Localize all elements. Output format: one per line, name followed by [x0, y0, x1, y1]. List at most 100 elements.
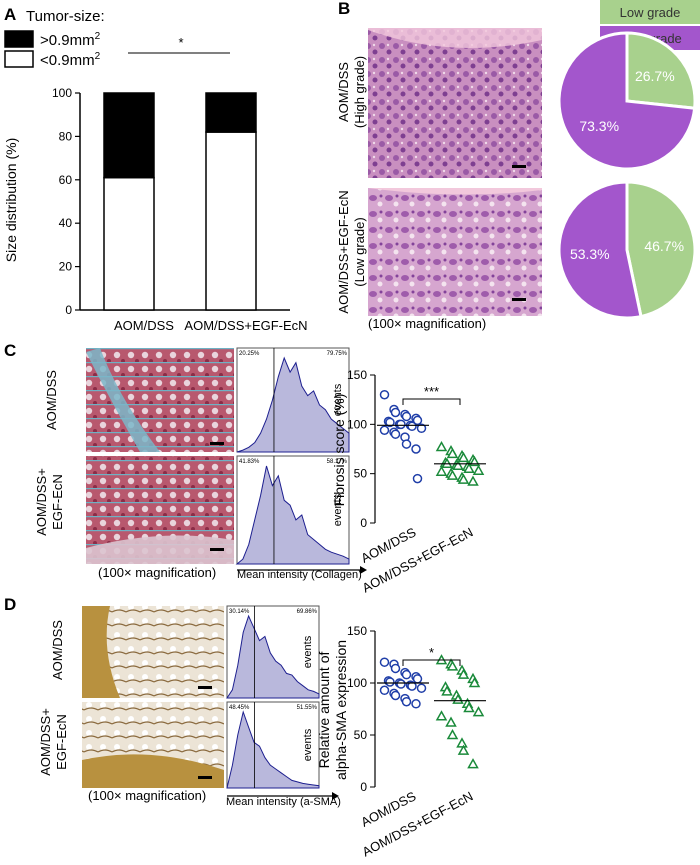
scatterC-ytick-label: 50: [354, 467, 368, 481]
histC-right-pct-1: 58.17%: [327, 459, 348, 465]
panel-b-scale-bar-1: [512, 165, 526, 168]
panel-c-hist-arrow-head: [360, 566, 367, 574]
panel-a-xtick-1: AOM/DSS+EGF-EcN: [184, 318, 307, 333]
scatterC-point: [452, 459, 464, 471]
scatterD-point: [412, 674, 423, 684]
histC-ylabel-1: events: [332, 493, 344, 526]
scatterC-point: [467, 475, 479, 486]
pie-1-label-1: 53.3%: [570, 246, 610, 262]
panel-a-ylabel: Size distribution (%): [3, 138, 19, 263]
scatterD-point: [411, 699, 421, 709]
scatterC-point: [390, 429, 401, 439]
legend-swatch-small: [4, 50, 34, 68]
scatterC-point: [457, 473, 470, 484]
panel-d-histograms: 30.14% 69.86% events 48.45% 51.55% events: [226, 605, 320, 789]
pie-0-slice-1: [557, 31, 697, 171]
scatterD-point: [472, 706, 485, 717]
panel-c-histology-aom: [86, 348, 234, 452]
scatterD-point: [446, 728, 459, 740]
panel-d-row2-label-line2: EGF-EcN: [54, 714, 69, 770]
panel-a-ytick-label: 80: [59, 129, 73, 143]
scatterD-significance-bracket: [402, 659, 461, 666]
panel-d-caption: (100× magnification): [88, 788, 206, 803]
scatterC-point: [379, 425, 390, 436]
scatterC-point: [435, 440, 448, 452]
scatterC-point: [412, 415, 423, 426]
scatterC-point: [472, 464, 485, 475]
pie-1-slice-1: [557, 180, 643, 320]
scatterD-point: [468, 676, 481, 688]
panel-a-letter: A: [4, 5, 16, 24]
panel-d-ylabel-line1: Relative amount of: [316, 652, 332, 769]
pie-1-slice-0: [625, 180, 697, 319]
scatterD-point: [401, 669, 412, 680]
scatterD-point: [456, 737, 468, 748]
panel-c-scatter: 050100150***AOM/DSSAOM/DSS+EGF-EcNFibros…: [331, 368, 486, 595]
panel-b-histology-low-grade: [368, 188, 542, 316]
scatterD-ytick-label: 150: [347, 624, 367, 638]
panel-d-scatter: 050100150*AOM/DSSAOM/DSS+EGF-EcNRelative…: [316, 624, 486, 859]
panel-d-hist-xlabel: Mean intensity (a-SMA): [226, 796, 341, 808]
histD-left-pct-1: 48.45%: [229, 705, 250, 711]
panel-c-row1-label: AOM/DSS: [44, 370, 59, 430]
scatterC-significance: ***: [424, 384, 439, 399]
panel-d-row1-label: AOM/DSS: [50, 620, 65, 680]
panel-a-ytick-label: 100: [52, 86, 72, 100]
histD-right-pct-0: 69.86%: [297, 609, 318, 615]
panel-a-ytick-label: 60: [59, 173, 73, 187]
panel-c-scale-bar-2: [210, 548, 224, 551]
panel-a-xtick-0: AOM/DSS: [114, 318, 174, 333]
scatterD-point: [457, 668, 470, 679]
histD-left-pct-0: 30.14%: [229, 609, 250, 615]
legend-label-large: >0.9mm2: [40, 31, 101, 49]
scatterC-point: [463, 462, 475, 473]
panel-b-tissue-edge: [368, 28, 542, 48]
histD-curve-1: [226, 710, 320, 789]
histD-ylabel-0: events: [302, 635, 314, 668]
panel-c-letter: C: [4, 341, 16, 360]
legend-low-grade: Low grade: [620, 5, 681, 20]
panel-b-histology-high-grade: [368, 28, 542, 178]
panel-d-hist-arrow-head: [332, 792, 339, 800]
panel-c-row2-label-line1: AOM/DSS+: [34, 468, 49, 536]
legend-swatch-large: [4, 30, 34, 48]
pie-0-label-0: 26.7%: [635, 68, 675, 84]
panel-c-ylabel: Fibrosis score (%): [331, 394, 347, 507]
panel-b-caption: (100× magnification): [368, 316, 486, 331]
panel-d-scale-bar-2: [198, 776, 212, 779]
scatterC-point: [401, 411, 412, 422]
panel-b-letter: B: [338, 0, 350, 18]
panel-d-muscle-band-2: [82, 754, 224, 788]
panel-a-legend-title: Tumor-size:: [26, 8, 105, 25]
histD-right-pct-1: 51.55%: [297, 705, 318, 711]
pie-0-label-1: 73.3%: [579, 118, 619, 134]
panel-a-bar-large-1: [205, 92, 257, 133]
pie-1-label-0: 46.7%: [644, 238, 684, 254]
panel-c-histograms: 20.25% 79.75% events 41.83% 58.17% events: [235, 347, 350, 565]
histD-curve-0: [226, 614, 320, 699]
panel-a-significance: *: [178, 35, 183, 50]
histC-left-pct-0: 20.25%: [239, 351, 260, 357]
scatterD-point: [467, 758, 479, 769]
scatterC-point: [457, 451, 470, 463]
histD-ylabel-1: events: [302, 728, 314, 761]
scatterD-point: [457, 744, 470, 755]
panel-b-legend: Low grade High grade: [600, 0, 700, 50]
panel-c-scale-bar-1: [210, 442, 224, 445]
panel-a-chart: * Size distribution (%) AOM/DSS AOM/DSS+…: [3, 35, 308, 333]
histC-curve-0: [236, 356, 350, 453]
scatterD-significance: *: [429, 645, 434, 660]
panel-c-tissue-base: [86, 535, 234, 564]
histC-ylabel-0: events: [332, 383, 344, 416]
histC-right-pct-0: 79.75%: [327, 351, 348, 357]
panel-a-bar-small-0: [103, 176, 155, 311]
panel-b-row1-label-line2: (High grade): [352, 56, 367, 128]
scatterC-ytick-label: 100: [347, 417, 367, 431]
scatterD-point: [385, 677, 395, 687]
panel-a-ytick-label: 0: [65, 303, 72, 317]
pie-0-slice-0: [625, 31, 697, 110]
panel-b-row2-label-line1: AOM/DSS+EGF-EcN: [336, 190, 351, 313]
panel-a-bar-small-1: [205, 131, 257, 311]
histC-left-pct-1: 41.83%: [239, 459, 260, 465]
